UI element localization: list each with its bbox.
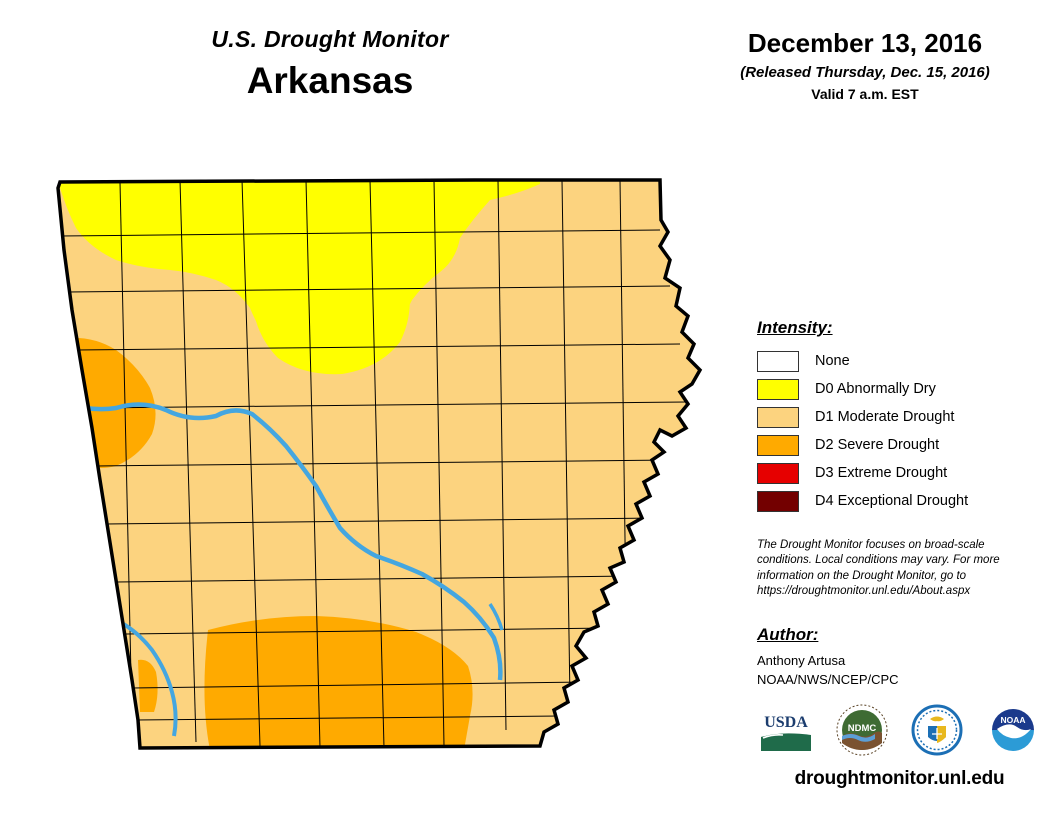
usda-logo-text: USDA [764, 714, 808, 731]
map-region-d2-southwest [138, 659, 158, 712]
map-region-d2-southeast [204, 616, 473, 748]
valid-date: December 13, 2016 [747, 28, 983, 58]
state-title: Arkansas [246, 60, 414, 101]
release-date: (Released Thursday, Dec. 15, 2016) [740, 64, 990, 81]
legend-item-d4[interactable]: D4 Exceptional Drought [757, 487, 1037, 515]
title-block: U.S. Drought Monitor Arkansas [0, 26, 660, 102]
legend-label-d2: D2 Severe Drought [815, 437, 940, 453]
ndmc-logo[interactable]: NDMC [833, 703, 891, 757]
legend-label-none: None [815, 353, 850, 369]
intensity-legend: Intensity: None D0 Abnormally Dry D1 Mod… [757, 318, 1037, 515]
author-block: Author: Anthony Artusa NOAA/NWS/NCEP/CPC [757, 625, 1037, 690]
legend-item-d0[interactable]: D0 Abnormally Dry [757, 375, 1037, 403]
legend-swatch-d2 [757, 434, 799, 456]
legend-swatch-d3 [757, 462, 799, 484]
author-name: Anthony Artusa [757, 653, 846, 668]
legend-label-d4: D4 Exceptional Drought [815, 493, 969, 509]
program-title: U.S. Drought Monitor [211, 26, 449, 52]
date-block: December 13, 2016 (Released Thursday, De… [690, 28, 1040, 102]
legend-label-d0: D0 Abnormally Dry [815, 381, 936, 397]
legend-label-d1: D1 Moderate Drought [815, 409, 955, 425]
noaa-logo[interactable]: NOAA [984, 703, 1042, 757]
northeast-river [488, 603, 504, 631]
logo-row: USDA NDMC NOAA [757, 703, 1042, 757]
legend-item-d1[interactable]: D1 Moderate Drought [757, 403, 1037, 431]
county-lines [59, 180, 687, 748]
legend-swatch-none [757, 350, 799, 372]
author-title: Author: [757, 625, 819, 644]
website-url[interactable]: droughtmonitor.unl.edu [794, 768, 1005, 789]
map-region-d0-lobe [251, 218, 410, 375]
ndmc-logo-text: NDMC [847, 723, 876, 734]
legend-title: Intensity: [757, 318, 833, 337]
legend-label-d3: D3 Extreme Drought [815, 465, 948, 481]
noaa-logo-text: NOAA [1000, 715, 1025, 725]
drought-map[interactable] [20, 160, 740, 790]
legend-item-d2[interactable]: D2 Severe Drought [757, 431, 1037, 459]
arkansas-river [63, 399, 503, 681]
legend-item-d3[interactable]: D3 Extreme Drought [757, 459, 1037, 487]
disclaimer-text: The Drought Monitor focuses on broad-sca… [757, 539, 1000, 597]
legend-swatch-d1 [757, 406, 799, 428]
legend-item-none[interactable]: None [757, 347, 1037, 375]
legend-swatch-d4 [757, 490, 799, 512]
legend-swatch-d0 [757, 378, 799, 400]
usdc-seal-logo[interactable] [908, 703, 966, 757]
valid-time: Valid 7 a.m. EST [811, 86, 919, 102]
author-affiliation: NOAA/NWS/NCEP/CPC [757, 671, 899, 687]
usda-logo[interactable]: USDA [757, 703, 815, 757]
red-river [119, 620, 178, 737]
